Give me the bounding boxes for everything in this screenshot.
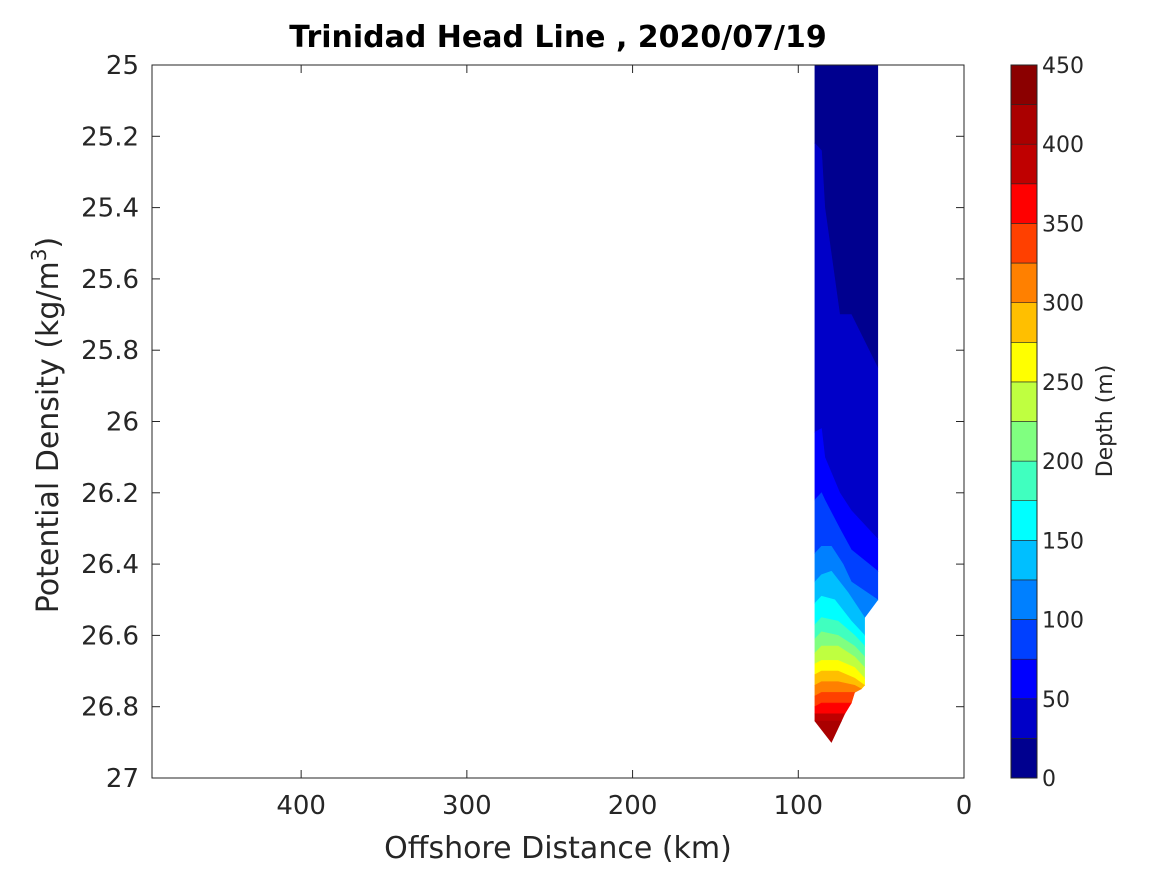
y-tick-label: 25.8 <box>81 336 139 366</box>
contour-band-375 <box>814 713 846 722</box>
y-tick-label: 26.8 <box>81 693 139 723</box>
y-axis-label-superscript: 3 <box>27 248 51 261</box>
colorbar-cell <box>1010 658 1038 700</box>
colorbar-cell <box>1010 698 1038 739</box>
y-tick-label: 26.6 <box>81 621 139 651</box>
colorbar-cell <box>1010 619 1038 660</box>
colorbar-cell <box>1010 223 1038 264</box>
y-tick-label: 25.2 <box>81 122 139 152</box>
plot-area: 400 300 200 100 0 25 25.2 25.4 25.6 25.8 26 26.2 26… <box>81 51 972 821</box>
y-tick-label: 25.4 <box>81 194 139 224</box>
colorbar-cell <box>1010 104 1038 145</box>
x-tick-label: 100 <box>773 791 823 821</box>
y-axis-ticks: 25 25.2 25.4 25.6 25.8 26 26.2 26.4 26.6 26.8 27 <box>81 51 964 794</box>
y-tick-label: 26 <box>106 408 139 438</box>
colorbar-cell <box>1010 143 1038 185</box>
colorbar-cell <box>1010 341 1038 383</box>
colorbar-tick-label: 50 <box>1042 688 1070 713</box>
x-axis-ticks: 400 300 200 100 0 <box>276 65 972 821</box>
colorbar-cell <box>1010 183 1038 224</box>
colorbar-tick-label: 400 <box>1042 133 1084 158</box>
colorbar-label: Depth (m) <box>1093 365 1118 478</box>
colorbar-cell <box>1010 302 1038 343</box>
x-tick-label: 400 <box>276 791 326 821</box>
y-axis-label-close: ) <box>31 237 66 249</box>
y-tick-label: 26.2 <box>81 479 139 509</box>
colorbar-cell <box>1010 262 1038 304</box>
y-tick-label: 26.4 <box>81 550 139 580</box>
contour-fill-layer <box>814 64 879 743</box>
colorbar-cell <box>1010 421 1038 462</box>
colorbar-cell <box>1010 460 1038 502</box>
x-axis-label: Offshore Distance (km) <box>384 831 732 866</box>
colorbar-cell <box>1010 500 1038 541</box>
x-tick-label: 0 <box>956 791 973 821</box>
colorbar-tick-label: 450 <box>1042 54 1084 79</box>
x-tick-label: 200 <box>608 791 658 821</box>
contour-band-400 <box>814 720 842 743</box>
contour-band-350 <box>814 702 852 715</box>
colorbar-cell <box>1010 64 1038 105</box>
y-tick-label: 27 <box>106 764 139 794</box>
chart-title: Trinidad Head Line , 2020/07/19 <box>289 20 826 55</box>
colorbar-tick-label: 250 <box>1042 371 1084 396</box>
colorbar-tick-label: 300 <box>1042 292 1084 317</box>
y-tick-label: 25 <box>106 51 139 81</box>
x-tick-label: 300 <box>442 791 492 821</box>
y-tick-label: 25.6 <box>81 265 139 295</box>
y-axis-label-main: Potential Density (kg/m <box>31 261 66 613</box>
colorbar-cell <box>1010 579 1038 620</box>
colorbar-frame <box>1010 64 1038 779</box>
colorbar-tick-label: 350 <box>1042 212 1084 237</box>
colorbar-cells <box>1010 64 1038 779</box>
colorbar-tick-label: 200 <box>1042 450 1084 475</box>
colorbar-cell <box>1010 381 1038 422</box>
colorbar: 0 50 100 150 200 250 300 350 400 450 Depth (m) <box>1010 54 1118 792</box>
colorbar-tick-label: 100 <box>1042 609 1084 634</box>
colorbar-cell <box>1010 539 1038 581</box>
colorbar-ticks: 0 50 100 150 200 250 300 350 400 450 <box>1042 54 1084 792</box>
y-axis-label: Potential Density (kg/m3) <box>27 237 66 613</box>
colorbar-cell <box>1010 738 1038 779</box>
colorbar-tick-label: 0 <box>1042 767 1056 792</box>
colorbar-tick-label: 150 <box>1042 529 1084 554</box>
